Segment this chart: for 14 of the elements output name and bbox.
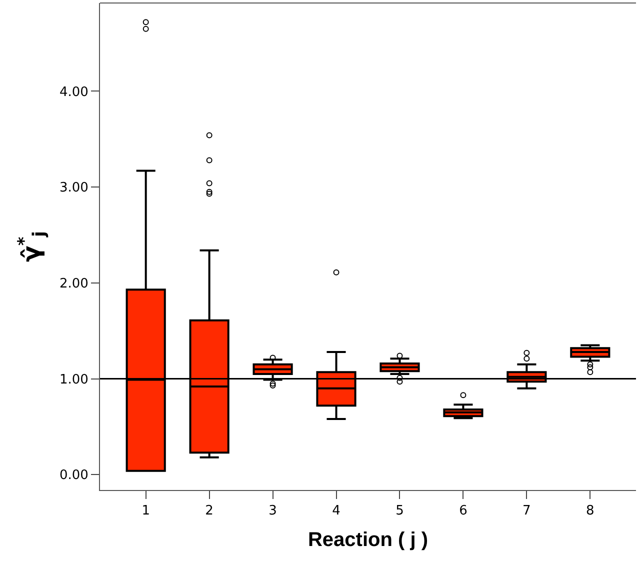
- x-tick-label: 1: [142, 504, 150, 519]
- x-tick-label: 6: [459, 504, 468, 519]
- y-tick-label: 1.00: [59, 372, 88, 388]
- x-tick-label: 2: [205, 504, 214, 519]
- y-tick-label: 3.00: [59, 180, 88, 196]
- x-tick-label: 7: [522, 504, 531, 519]
- x-tick-label: 5: [396, 504, 404, 519]
- y-tick-label: 4.00: [59, 84, 88, 100]
- x-tick-label: 8: [586, 504, 594, 519]
- x-tick-label: 3: [268, 504, 277, 519]
- y-tick-label: 2.00: [59, 276, 88, 292]
- y-tick-label: 0.00: [59, 468, 88, 484]
- x-axis-title: Reaction ( j ): [308, 529, 428, 552]
- x-tick-label: 4: [332, 504, 340, 519]
